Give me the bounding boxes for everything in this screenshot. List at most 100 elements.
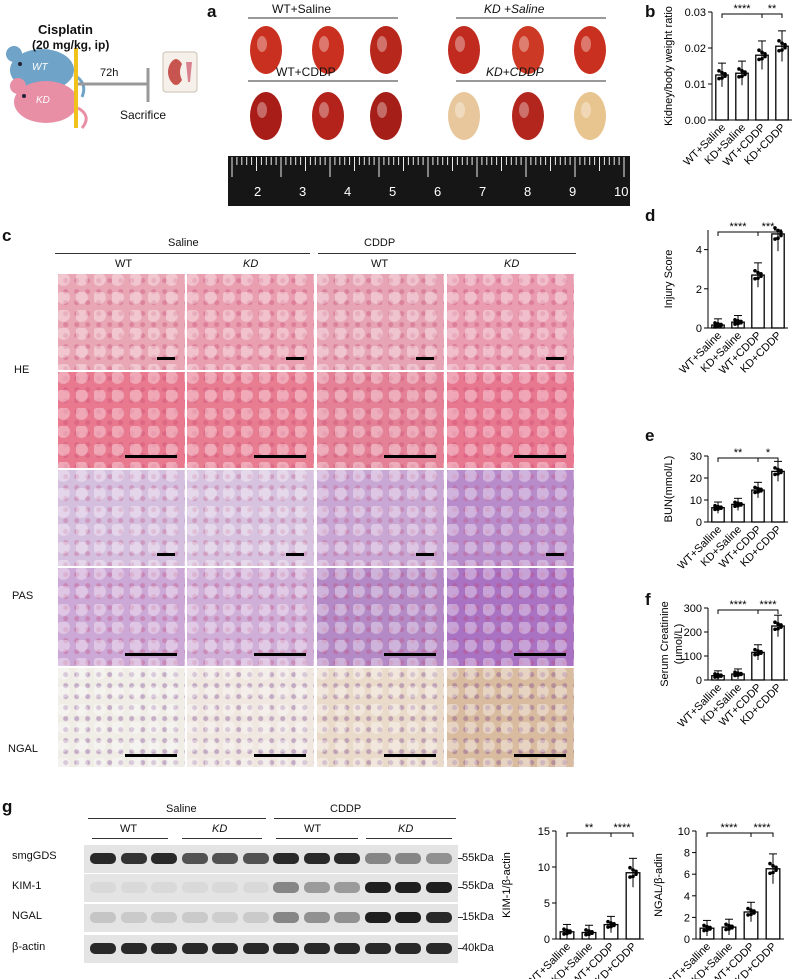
data-point: [568, 929, 572, 933]
data-point: [727, 927, 731, 931]
cddp-header-line: [318, 253, 576, 254]
histology-image: [317, 470, 444, 566]
kidney-photo: [370, 26, 402, 74]
significance-bracket: [757, 609, 779, 614]
ruler-label: 6: [434, 184, 442, 199]
data-point: [756, 649, 760, 653]
scale-bar: [157, 553, 175, 556]
y-axis-label: BUN(mmol/L): [663, 456, 675, 523]
data-point: [716, 675, 720, 679]
kidney-photo: [250, 92, 282, 140]
kidney-photo: [448, 92, 480, 140]
blot-band: [395, 912, 421, 923]
blot-band: [334, 853, 360, 864]
data-point: [713, 321, 717, 325]
significance-label: ****: [753, 822, 771, 834]
data-point: [716, 322, 720, 326]
endpoint-label: Sacrifice: [120, 108, 167, 122]
histology-image: [317, 372, 444, 468]
significance-label: ****: [729, 221, 747, 233]
data-point: [719, 505, 723, 509]
blot-band: [151, 943, 177, 954]
kidney-photo: [512, 92, 544, 140]
ruler-label: 10: [614, 184, 629, 199]
chart-e-bun: 0102030BUN(mmol/L)WT+SallineKD+SalineWT+…: [663, 447, 788, 572]
marker-55kda-2: 55kDa: [462, 880, 494, 892]
y-tick-label: 0: [684, 934, 690, 946]
chart-b-kidney-weight: 0.00 0.01 0.02 0.03 Kidney/body weight ratio…: [663, 3, 792, 169]
data-point: [739, 501, 743, 506]
data-point: [779, 468, 783, 473]
panel-label-b: b: [645, 2, 656, 21]
data-point: [587, 929, 591, 933]
data-point: [724, 922, 728, 927]
blot-band: [303, 853, 330, 864]
y-tick-label: 0: [544, 934, 550, 946]
blot-band: [90, 943, 116, 954]
saline-header-line: [55, 253, 310, 254]
data-point: [777, 39, 781, 43]
scale-bar: [125, 455, 177, 458]
data-point: [756, 276, 760, 280]
data-point: [760, 50, 764, 55]
mice-timeline-illustration: [6, 46, 198, 129]
kidney-photo-area: [228, 17, 630, 206]
data-point: [612, 921, 616, 926]
y-tick-label: 4: [696, 245, 702, 257]
data-point: [771, 864, 775, 868]
data-point: [768, 861, 772, 866]
data-point: [759, 272, 763, 276]
data-point: [753, 652, 757, 657]
blot-condition-cddp: CDDP: [330, 803, 362, 815]
significance-label: ****: [729, 599, 747, 611]
data-point: [749, 908, 753, 912]
significance-bracket: [757, 231, 779, 236]
data-point: [565, 931, 569, 936]
scale-bar: [254, 653, 306, 656]
data-point: [702, 923, 706, 928]
blot-band: [181, 882, 208, 893]
data-point: [756, 270, 760, 275]
protein-label-kim1: KIM-1: [12, 880, 42, 892]
scale-bar: [254, 754, 306, 757]
histology-image: [187, 372, 314, 468]
significance-label: **: [734, 447, 743, 459]
blot-band: [364, 882, 391, 893]
marker-40kda: 40kDa: [462, 942, 494, 954]
data-point: [733, 318, 737, 322]
protein-label-smggds: smgGDS: [12, 850, 57, 862]
data-point: [705, 928, 709, 932]
kidney-photo: [574, 92, 606, 140]
data-point: [753, 268, 757, 273]
blot-strip: [84, 904, 458, 932]
blot-band: [212, 882, 238, 893]
ruler-label: 2: [254, 184, 262, 199]
blot-band: [425, 943, 452, 954]
blot-strip: [84, 874, 458, 902]
data-point: [702, 928, 706, 933]
y-tick-label: 10: [690, 495, 702, 507]
data-point: [756, 652, 760, 657]
dose-label: (20 mg/kg, ip): [32, 38, 110, 52]
histology-image: [447, 372, 574, 468]
blot-band: [425, 912, 452, 923]
data-point: [720, 70, 724, 75]
data-point: [736, 673, 740, 678]
data-point: [724, 927, 728, 932]
y-tick-label: 200: [684, 627, 702, 639]
data-point: [749, 912, 753, 917]
group-label-wt-saline: WT+Saline: [272, 2, 332, 16]
data-point: [562, 932, 566, 936]
kidney-photo: [448, 26, 480, 74]
blot-band: [364, 943, 391, 954]
kidney-photo: [312, 26, 344, 74]
blot-genotype-line-2: [182, 838, 262, 839]
blot-genotype-3: WT: [304, 823, 322, 835]
stain-label-pas: PAS: [12, 590, 34, 602]
data-point: [783, 42, 787, 47]
y-tick-label: 0.01: [685, 79, 706, 91]
y-tick-label: 6: [684, 869, 690, 881]
scale-bar: [416, 553, 434, 556]
data-point: [760, 56, 764, 61]
